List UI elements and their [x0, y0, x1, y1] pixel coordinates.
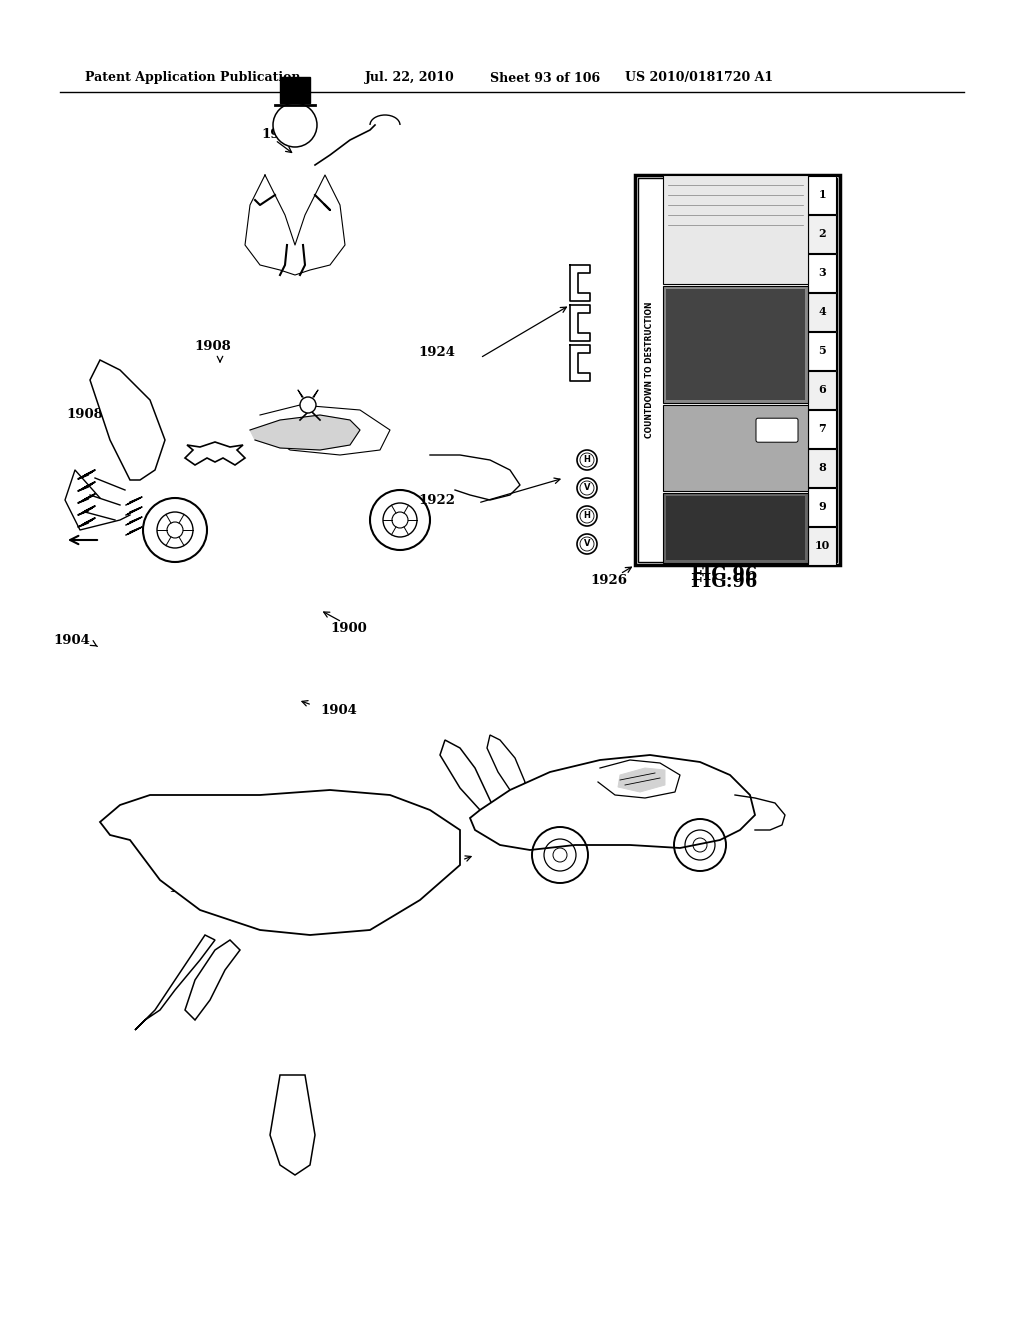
- Text: 1904: 1904: [53, 634, 90, 647]
- Text: 9: 9: [818, 502, 826, 512]
- Text: 1920: 1920: [261, 128, 298, 141]
- Polygon shape: [280, 77, 310, 103]
- Polygon shape: [245, 176, 345, 275]
- Circle shape: [577, 450, 597, 470]
- Text: 1924: 1924: [418, 346, 455, 359]
- FancyBboxPatch shape: [666, 496, 805, 560]
- Text: 1908: 1908: [195, 339, 231, 352]
- FancyBboxPatch shape: [808, 411, 836, 447]
- Polygon shape: [570, 305, 590, 341]
- Polygon shape: [100, 789, 460, 935]
- Text: 8: 8: [818, 462, 826, 473]
- FancyBboxPatch shape: [663, 492, 808, 564]
- Text: 5: 5: [818, 345, 826, 356]
- FancyBboxPatch shape: [808, 488, 836, 525]
- Text: 4: 4: [818, 306, 826, 317]
- FancyBboxPatch shape: [808, 449, 836, 487]
- Circle shape: [577, 506, 597, 525]
- Text: V: V: [584, 483, 590, 492]
- Polygon shape: [570, 345, 590, 381]
- Polygon shape: [250, 414, 360, 450]
- FancyBboxPatch shape: [663, 176, 808, 284]
- Text: H: H: [584, 455, 591, 465]
- FancyBboxPatch shape: [808, 333, 836, 370]
- Text: FIG.96: FIG.96: [690, 573, 758, 591]
- FancyBboxPatch shape: [635, 176, 840, 565]
- FancyBboxPatch shape: [808, 253, 836, 292]
- Text: 2: 2: [818, 228, 825, 239]
- FancyBboxPatch shape: [808, 293, 836, 331]
- Text: US 2010/0181720 A1: US 2010/0181720 A1: [625, 71, 773, 84]
- Polygon shape: [135, 935, 215, 1030]
- Circle shape: [577, 478, 597, 498]
- Text: 1: 1: [818, 189, 825, 201]
- Text: 6: 6: [818, 384, 826, 395]
- Text: 3: 3: [818, 267, 826, 279]
- FancyBboxPatch shape: [666, 289, 805, 400]
- Text: 1900: 1900: [330, 622, 367, 635]
- Polygon shape: [270, 1074, 315, 1175]
- Text: Jul. 22, 2010: Jul. 22, 2010: [365, 71, 455, 84]
- Polygon shape: [570, 265, 590, 301]
- Text: 1922: 1922: [418, 494, 455, 507]
- Polygon shape: [440, 741, 495, 818]
- FancyBboxPatch shape: [663, 286, 808, 403]
- FancyBboxPatch shape: [808, 527, 836, 565]
- Text: Sheet 93 of 106: Sheet 93 of 106: [490, 71, 600, 84]
- FancyBboxPatch shape: [756, 418, 798, 442]
- Text: Patent Application Publication: Patent Application Publication: [85, 71, 300, 84]
- Text: 1900: 1900: [418, 855, 455, 869]
- FancyBboxPatch shape: [808, 371, 836, 409]
- FancyBboxPatch shape: [663, 405, 808, 491]
- Text: COUNTDOWN TO DESTRUCTION: COUNTDOWN TO DESTRUCTION: [645, 302, 654, 438]
- Polygon shape: [470, 755, 755, 850]
- Polygon shape: [90, 360, 165, 480]
- Text: H: H: [584, 511, 591, 520]
- Polygon shape: [185, 940, 240, 1020]
- Text: 7: 7: [818, 422, 826, 434]
- Text: 1926: 1926: [590, 573, 627, 586]
- Polygon shape: [487, 735, 525, 795]
- Text: 1908: 1908: [67, 408, 103, 421]
- FancyBboxPatch shape: [808, 215, 836, 253]
- Polygon shape: [618, 768, 665, 792]
- Text: 10: 10: [814, 540, 829, 550]
- FancyBboxPatch shape: [808, 176, 836, 214]
- Text: V: V: [584, 540, 590, 549]
- Circle shape: [300, 397, 316, 413]
- Circle shape: [273, 103, 317, 147]
- Text: 1904: 1904: [319, 704, 357, 717]
- Text: FIG.96: FIG.96: [690, 566, 758, 583]
- Text: 1902: 1902: [168, 882, 205, 895]
- Circle shape: [577, 535, 597, 554]
- Polygon shape: [185, 442, 245, 465]
